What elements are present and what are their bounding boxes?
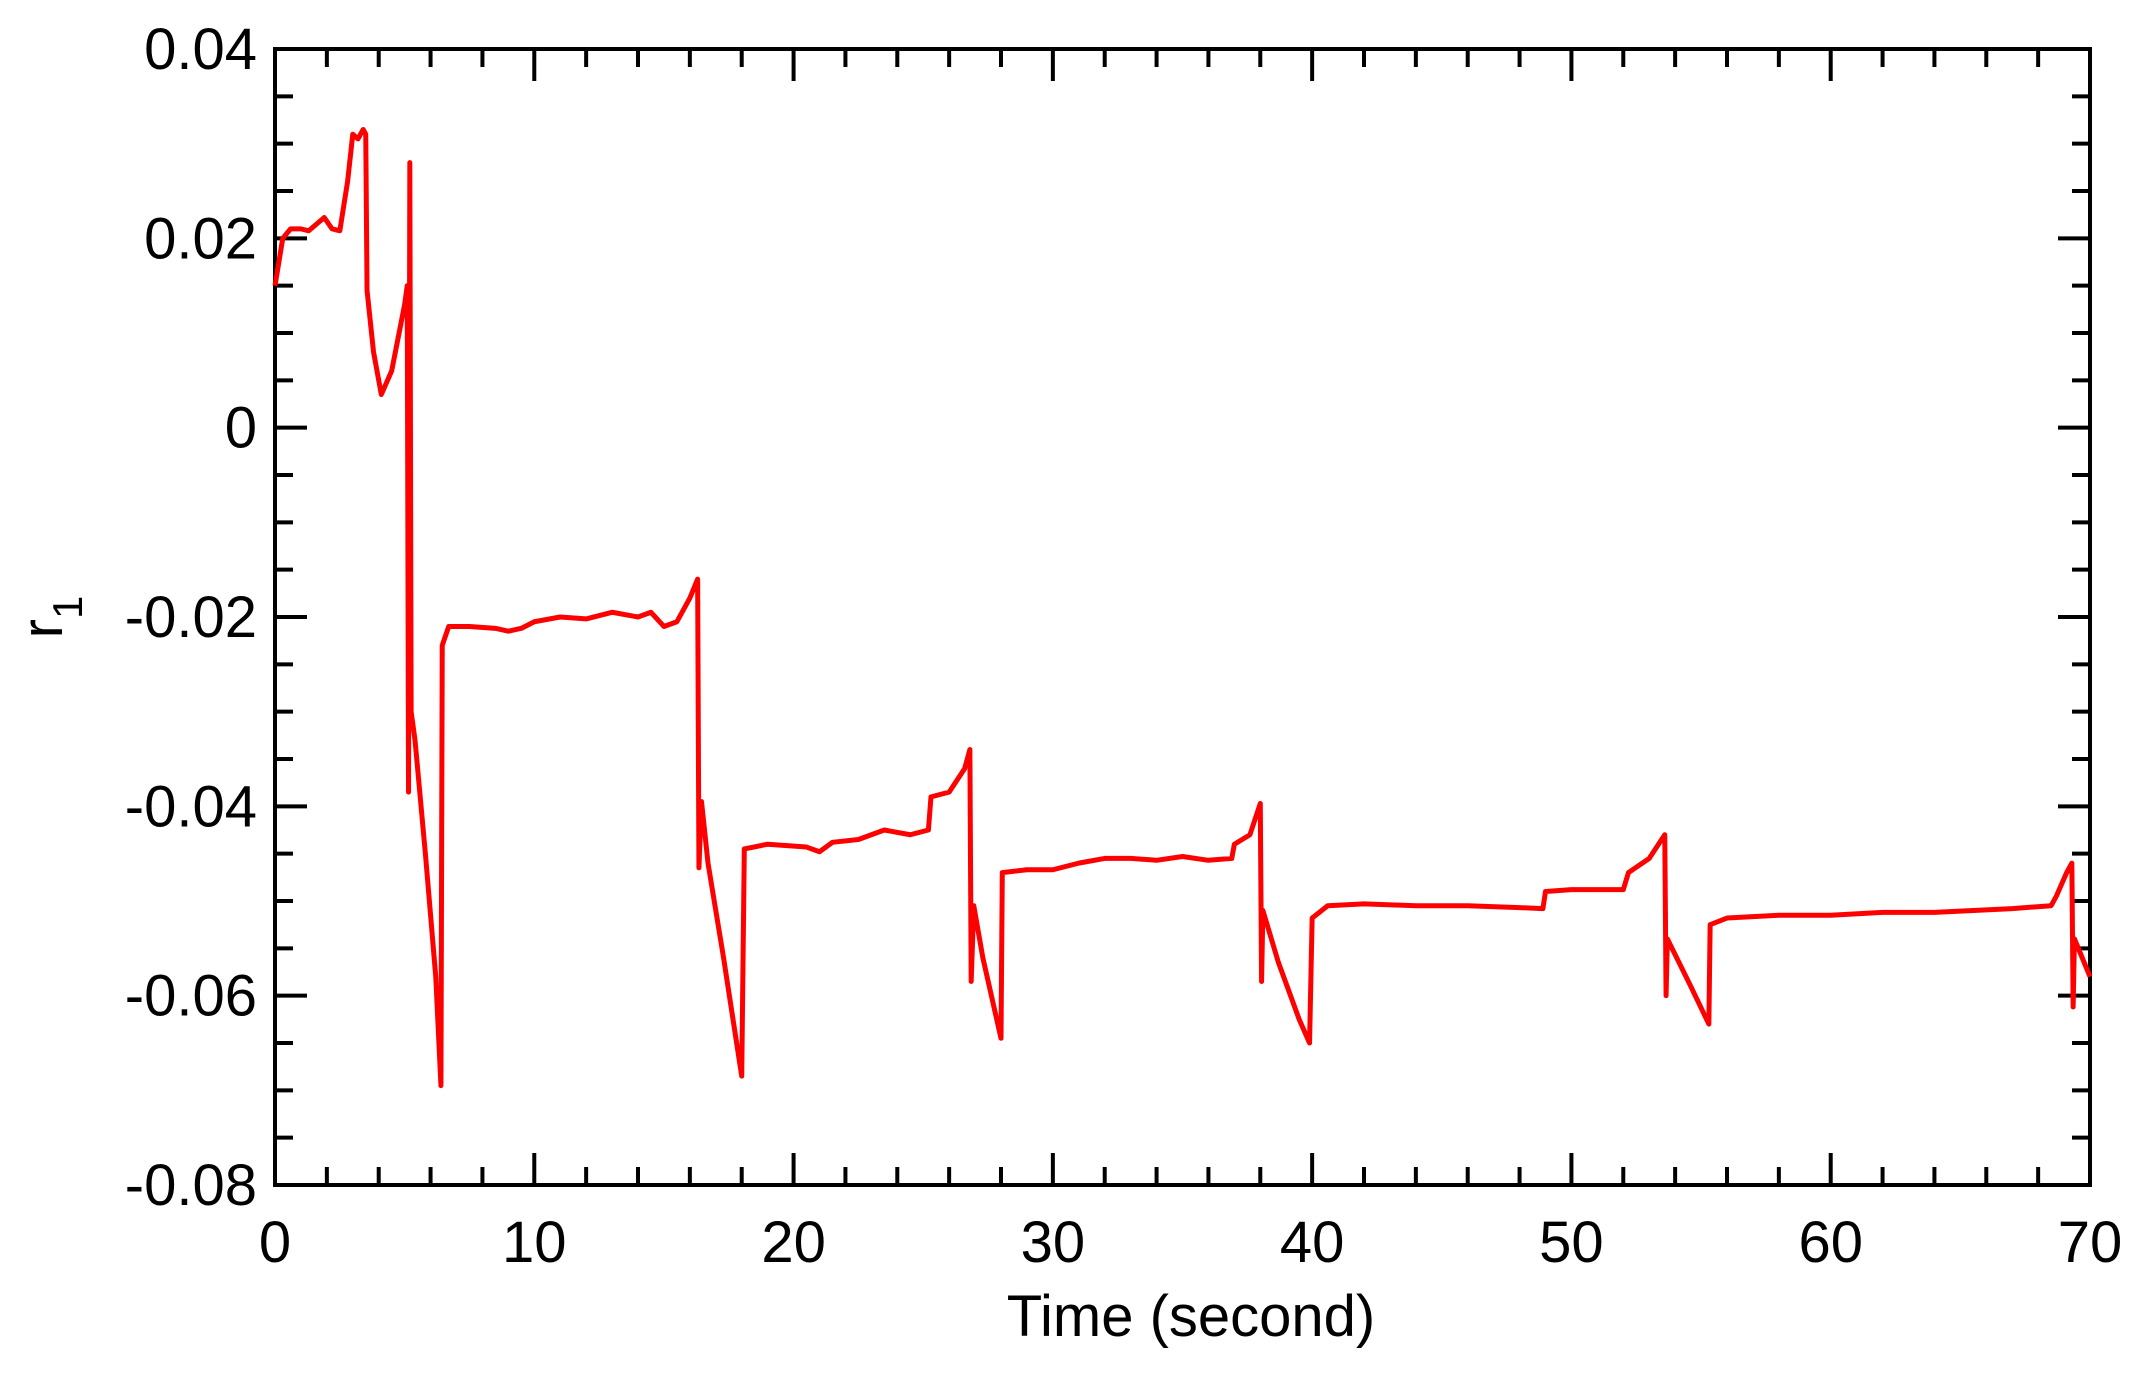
- y-tick-label: -0.06: [125, 964, 257, 1029]
- y-tick-label: -0.02: [125, 585, 257, 650]
- y-axis-label-subscript: 1: [44, 596, 91, 619]
- x-tick-label: 60: [1798, 1210, 1863, 1275]
- data-line: [272, 126, 2093, 1089]
- x-tick-label: 10: [502, 1210, 567, 1275]
- x-tick-label: 40: [1280, 1210, 1345, 1275]
- plot-frame: [273, 47, 2092, 1187]
- y-tick-label: 0: [225, 396, 257, 461]
- x-tick-label: 20: [761, 1210, 826, 1275]
- y-axis-label-main: r: [10, 619, 75, 638]
- y-tick-label: 0.02: [144, 206, 257, 271]
- y-tick-label: -0.04: [125, 774, 257, 839]
- y-tick-label: -0.08: [125, 1153, 257, 1218]
- x-tick-label: 70: [2058, 1210, 2123, 1275]
- x-axis-label: Time (second): [1007, 1284, 1376, 1349]
- y-axis-label: r1: [10, 596, 91, 639]
- x-tick-label: 50: [1539, 1210, 1604, 1275]
- y-tick-label: 0.04: [144, 17, 257, 82]
- x-tick-label: 0: [259, 1210, 291, 1275]
- x-tick-label: 30: [1021, 1210, 1086, 1275]
